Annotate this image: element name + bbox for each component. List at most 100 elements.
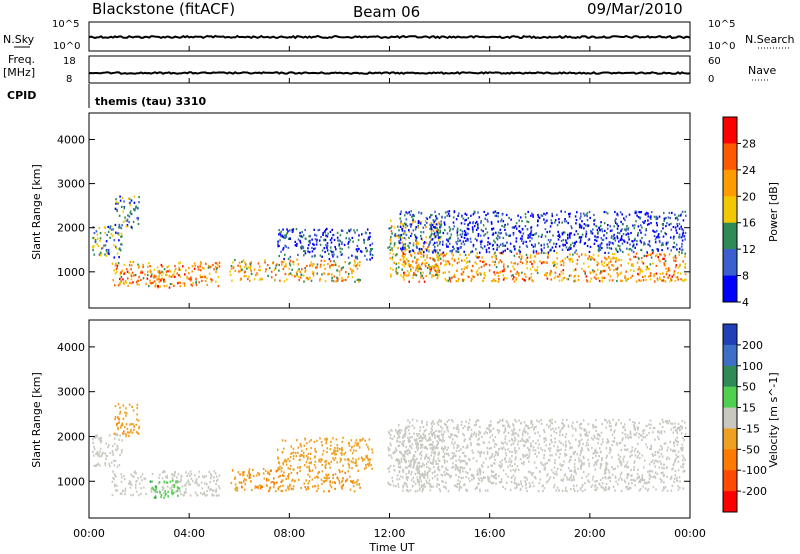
range-gate-cell bbox=[442, 455, 444, 458]
range-gate-cell bbox=[358, 278, 360, 281]
range-gate-cell bbox=[498, 245, 501, 248]
range-gate-cell bbox=[417, 258, 419, 261]
range-gate-cell bbox=[422, 271, 424, 274]
range-gate-cell bbox=[645, 228, 647, 231]
range-gate-cell bbox=[504, 428, 506, 431]
range-gate-cell bbox=[540, 418, 542, 422]
range-gate-cell bbox=[430, 462, 433, 465]
range-gate-cell bbox=[520, 482, 522, 485]
range-gate-cell bbox=[644, 436, 647, 439]
range-gate-cell bbox=[442, 240, 444, 243]
range-gate-cell bbox=[544, 228, 547, 231]
range-gate-cell bbox=[495, 231, 497, 234]
range-gate-cell bbox=[456, 250, 459, 253]
range-gate-cell bbox=[257, 262, 260, 265]
range-gate-cell bbox=[495, 257, 498, 260]
range-gate-cell bbox=[336, 255, 339, 258]
range-gate-cell bbox=[341, 453, 343, 456]
range-gate-cell bbox=[526, 260, 528, 263]
range-gate-cell bbox=[585, 431, 588, 434]
range-gate-cell bbox=[341, 241, 343, 244]
range-gate-cell bbox=[682, 219, 685, 222]
range-gate-cell bbox=[528, 277, 531, 280]
range-gate-cell bbox=[440, 430, 443, 433]
range-gate-cell bbox=[419, 477, 422, 480]
range-gate-cell bbox=[280, 230, 282, 233]
range-gate-cell bbox=[541, 485, 544, 488]
range-gate-cell bbox=[544, 221, 546, 224]
range-gate-cell bbox=[134, 470, 136, 473]
range-gate-cell bbox=[599, 245, 602, 248]
range-gate-cell bbox=[480, 245, 482, 249]
range-gate-cell bbox=[662, 257, 664, 260]
range-gate-cell bbox=[554, 271, 557, 274]
range-gate-cell bbox=[218, 494, 220, 497]
range-gate-cell bbox=[299, 231, 301, 234]
range-gate-cell bbox=[626, 476, 628, 480]
range-gate-cell bbox=[456, 243, 458, 246]
range-gate-cell bbox=[596, 480, 598, 483]
range-gate-cell bbox=[497, 452, 499, 455]
range-gate-cell bbox=[455, 280, 458, 283]
range-gate-cell bbox=[634, 484, 636, 487]
range-gate-cell bbox=[333, 275, 336, 278]
range-gate-cell bbox=[672, 225, 675, 229]
range-gate-cell bbox=[319, 265, 322, 268]
range-gate-cell bbox=[616, 266, 619, 269]
range-gate-cell bbox=[121, 269, 123, 272]
range-gate-cell bbox=[639, 229, 641, 232]
range-gate-cell bbox=[511, 465, 513, 468]
range-gate-cell bbox=[333, 451, 335, 454]
range-gate-cell bbox=[276, 263, 278, 266]
range-gate-cell bbox=[622, 233, 625, 236]
range-gate-cell bbox=[605, 426, 607, 429]
range-gate-cell bbox=[303, 464, 306, 467]
range-gate-cell bbox=[458, 445, 460, 448]
range-gate-cell bbox=[405, 233, 408, 236]
range-gate-cell bbox=[564, 473, 566, 476]
range-gate-cell bbox=[405, 484, 408, 487]
range-gate-cell bbox=[656, 451, 659, 454]
range-gate-cell bbox=[681, 242, 683, 246]
range-gate-cell bbox=[609, 260, 612, 263]
range-gate-cell bbox=[459, 460, 462, 463]
range-gate-cell bbox=[439, 249, 441, 252]
range-gate-cell bbox=[325, 437, 328, 440]
range-gate-cell bbox=[676, 436, 678, 439]
range-gate-cell bbox=[478, 443, 481, 446]
range-gate-cell bbox=[507, 475, 509, 478]
range-gate-cell bbox=[441, 427, 444, 430]
range-gate-cell bbox=[549, 424, 551, 427]
range-gate-cell bbox=[548, 419, 551, 422]
range-gate-cell bbox=[397, 482, 399, 486]
range-gate-cell bbox=[500, 231, 503, 235]
range-gate-cell bbox=[611, 253, 614, 256]
range-gate-cell bbox=[394, 233, 397, 236]
range-gate-cell bbox=[253, 278, 256, 281]
range-gate-cell bbox=[183, 282, 186, 285]
range-gate-cell bbox=[504, 458, 506, 461]
range-gate-cell bbox=[574, 427, 577, 430]
range-gate-cell bbox=[110, 225, 113, 228]
range-gate-cell bbox=[580, 427, 583, 430]
range-gate-cell bbox=[426, 266, 429, 269]
range-gate-cell bbox=[609, 447, 611, 450]
range-gate-cell bbox=[500, 447, 502, 450]
range-gate-cell bbox=[676, 225, 679, 228]
range-gate-cell bbox=[629, 451, 632, 454]
range-gate-cell bbox=[238, 270, 240, 273]
range-gate-cell bbox=[525, 240, 527, 243]
range-gate-cell bbox=[407, 476, 409, 479]
range-gate-cell bbox=[106, 251, 108, 255]
range-gate-cell bbox=[487, 212, 489, 215]
range-gate-cell bbox=[634, 434, 637, 437]
range-gate-cell bbox=[92, 450, 94, 454]
range-gate-cell bbox=[239, 265, 242, 268]
range-gate-cell bbox=[546, 231, 548, 234]
range-gate-cell bbox=[238, 481, 241, 484]
range-gate-cell bbox=[560, 478, 562, 482]
range-gate-cell bbox=[470, 279, 472, 282]
range-gate-cell bbox=[629, 247, 632, 251]
range-gate-cell bbox=[621, 235, 623, 238]
range-gate-cell bbox=[275, 470, 278, 473]
